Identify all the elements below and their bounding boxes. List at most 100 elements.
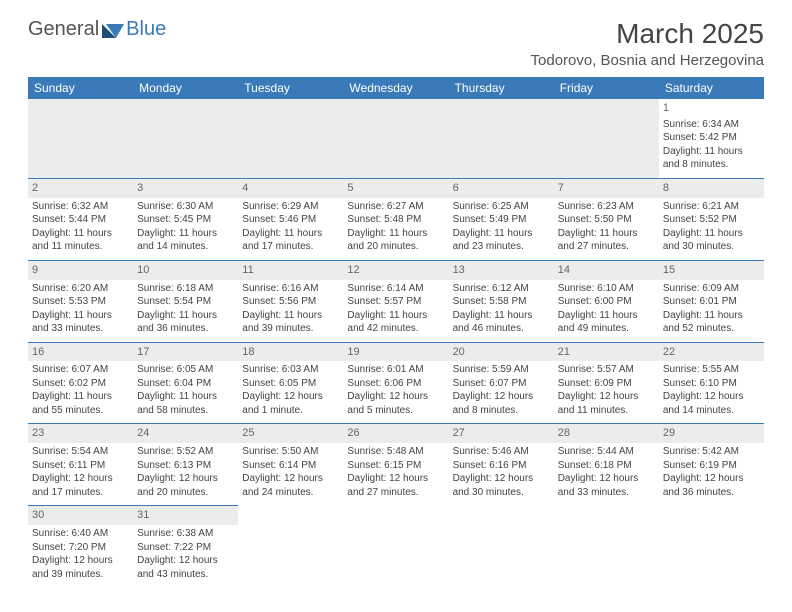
sunset-text: Sunset: 6:01 PM — [663, 295, 760, 309]
sunset-text: Sunset: 6:14 PM — [242, 459, 339, 473]
daylight-text: and 52 minutes. — [663, 322, 760, 336]
calendar-cell: 20Sunrise: 5:59 AMSunset: 6:07 PMDayligh… — [449, 342, 554, 424]
logo: General Blue — [28, 18, 166, 41]
sunrise-text: Sunrise: 5:42 AM — [663, 445, 760, 459]
day-number: 7 — [554, 179, 659, 198]
daylight-text: and 11 minutes. — [558, 404, 655, 418]
sunset-text: Sunset: 6:05 PM — [242, 377, 339, 391]
daylight-text: and 42 minutes. — [347, 322, 444, 336]
daylight-text: Daylight: 12 hours — [663, 390, 760, 404]
calendar-cell — [238, 99, 343, 178]
daylight-text: Daylight: 11 hours — [558, 309, 655, 323]
daylight-text: and 33 minutes. — [558, 486, 655, 500]
daylight-text: Daylight: 11 hours — [32, 309, 129, 323]
daylight-text: and 5 minutes. — [347, 404, 444, 418]
sunset-text: Sunset: 6:07 PM — [453, 377, 550, 391]
calendar-week-row: 16Sunrise: 6:07 AMSunset: 6:02 PMDayligh… — [28, 342, 764, 424]
day-number: 3 — [133, 179, 238, 198]
daylight-text: and 30 minutes. — [453, 486, 550, 500]
daylight-text: Daylight: 12 hours — [558, 472, 655, 486]
sunset-text: Sunset: 6:04 PM — [137, 377, 234, 391]
sunrise-text: Sunrise: 5:57 AM — [558, 363, 655, 377]
sunset-text: Sunset: 5:57 PM — [347, 295, 444, 309]
daylight-text: and 20 minutes. — [137, 486, 234, 500]
calendar-cell: 6Sunrise: 6:25 AMSunset: 5:49 PMDaylight… — [449, 178, 554, 260]
calendar-cell: 3Sunrise: 6:30 AMSunset: 5:45 PMDaylight… — [133, 178, 238, 260]
sunrise-text: Sunrise: 6:32 AM — [32, 200, 129, 214]
logo-text-general: General — [28, 18, 99, 41]
sunrise-text: Sunrise: 6:10 AM — [558, 282, 655, 296]
title-block: March 2025 Todorovo, Bosnia and Herzegov… — [531, 18, 764, 69]
sunset-text: Sunset: 6:19 PM — [663, 459, 760, 473]
daylight-text: and 23 minutes. — [453, 240, 550, 254]
calendar-cell: 8Sunrise: 6:21 AMSunset: 5:52 PMDaylight… — [659, 178, 764, 260]
day-number: 23 — [28, 424, 133, 443]
calendar-cell — [659, 506, 764, 587]
calendar-cell: 26Sunrise: 5:48 AMSunset: 6:15 PMDayligh… — [343, 424, 448, 506]
day-number: 27 — [449, 424, 554, 443]
calendar-cell: 24Sunrise: 5:52 AMSunset: 6:13 PMDayligh… — [133, 424, 238, 506]
sunset-text: Sunset: 5:53 PM — [32, 295, 129, 309]
sunset-text: Sunset: 7:20 PM — [32, 541, 129, 555]
sunset-text: Sunset: 6:09 PM — [558, 377, 655, 391]
daylight-text: and 39 minutes. — [242, 322, 339, 336]
sunrise-text: Sunrise: 5:59 AM — [453, 363, 550, 377]
calendar-cell — [343, 99, 448, 178]
page-header: General Blue March 2025 Todorovo, Bosnia… — [28, 18, 764, 69]
sunset-text: Sunset: 5:49 PM — [453, 213, 550, 227]
day-header: Tuesday — [238, 77, 343, 99]
calendar-cell: 23Sunrise: 5:54 AMSunset: 6:11 PMDayligh… — [28, 424, 133, 506]
daylight-text: Daylight: 12 hours — [453, 472, 550, 486]
day-number: 26 — [343, 424, 448, 443]
daylight-text: and 8 minutes. — [453, 404, 550, 418]
sunrise-text: Sunrise: 5:46 AM — [453, 445, 550, 459]
sunset-text: Sunset: 6:18 PM — [558, 459, 655, 473]
sunset-text: Sunset: 5:58 PM — [453, 295, 550, 309]
daylight-text: and 33 minutes. — [32, 322, 129, 336]
sunrise-text: Sunrise: 5:44 AM — [558, 445, 655, 459]
daylight-text: Daylight: 12 hours — [453, 390, 550, 404]
daylight-text: Daylight: 11 hours — [137, 390, 234, 404]
sunset-text: Sunset: 6:15 PM — [347, 459, 444, 473]
daylight-text: Daylight: 11 hours — [32, 390, 129, 404]
daylight-text: Daylight: 11 hours — [347, 309, 444, 323]
location-label: Todorovo, Bosnia and Herzegovina — [531, 52, 764, 69]
day-number: 28 — [554, 424, 659, 443]
calendar-cell — [133, 99, 238, 178]
calendar-table: SundayMondayTuesdayWednesdayThursdayFrid… — [28, 77, 764, 587]
day-number: 8 — [659, 179, 764, 198]
sunrise-text: Sunrise: 6:30 AM — [137, 200, 234, 214]
sunrise-text: Sunrise: 6:23 AM — [558, 200, 655, 214]
calendar-cell: 30Sunrise: 6:40 AMSunset: 7:20 PMDayligh… — [28, 506, 133, 587]
calendar-cell — [554, 506, 659, 587]
daylight-text: Daylight: 11 hours — [558, 227, 655, 241]
logo-text-blue: Blue — [126, 18, 166, 41]
daylight-text: and 14 minutes. — [137, 240, 234, 254]
day-number: 18 — [238, 343, 343, 362]
sunrise-text: Sunrise: 6:20 AM — [32, 282, 129, 296]
sunrise-text: Sunrise: 6:03 AM — [242, 363, 339, 377]
day-number: 29 — [659, 424, 764, 443]
day-header: Saturday — [659, 77, 764, 99]
daylight-text: and 36 minutes. — [663, 486, 760, 500]
calendar-cell: 12Sunrise: 6:14 AMSunset: 5:57 PMDayligh… — [343, 260, 448, 342]
sunrise-text: Sunrise: 6:07 AM — [32, 363, 129, 377]
day-number: 31 — [133, 506, 238, 525]
day-header: Thursday — [449, 77, 554, 99]
sunrise-text: Sunrise: 5:54 AM — [32, 445, 129, 459]
day-number: 15 — [659, 261, 764, 280]
daylight-text: Daylight: 11 hours — [137, 309, 234, 323]
calendar-cell: 1Sunrise: 6:34 AMSunset: 5:42 PMDaylight… — [659, 99, 764, 178]
sunrise-text: Sunrise: 6:27 AM — [347, 200, 444, 214]
calendar-cell: 25Sunrise: 5:50 AMSunset: 6:14 PMDayligh… — [238, 424, 343, 506]
calendar-week-row: 30Sunrise: 6:40 AMSunset: 7:20 PMDayligh… — [28, 506, 764, 587]
calendar-cell: 14Sunrise: 6:10 AMSunset: 6:00 PMDayligh… — [554, 260, 659, 342]
daylight-text: and 11 minutes. — [32, 240, 129, 254]
sunrise-text: Sunrise: 5:52 AM — [137, 445, 234, 459]
calendar-cell: 13Sunrise: 6:12 AMSunset: 5:58 PMDayligh… — [449, 260, 554, 342]
calendar-cell: 22Sunrise: 5:55 AMSunset: 6:10 PMDayligh… — [659, 342, 764, 424]
sunrise-text: Sunrise: 5:48 AM — [347, 445, 444, 459]
daylight-text: Daylight: 12 hours — [663, 472, 760, 486]
sunset-text: Sunset: 6:10 PM — [663, 377, 760, 391]
sunrise-text: Sunrise: 6:14 AM — [347, 282, 444, 296]
